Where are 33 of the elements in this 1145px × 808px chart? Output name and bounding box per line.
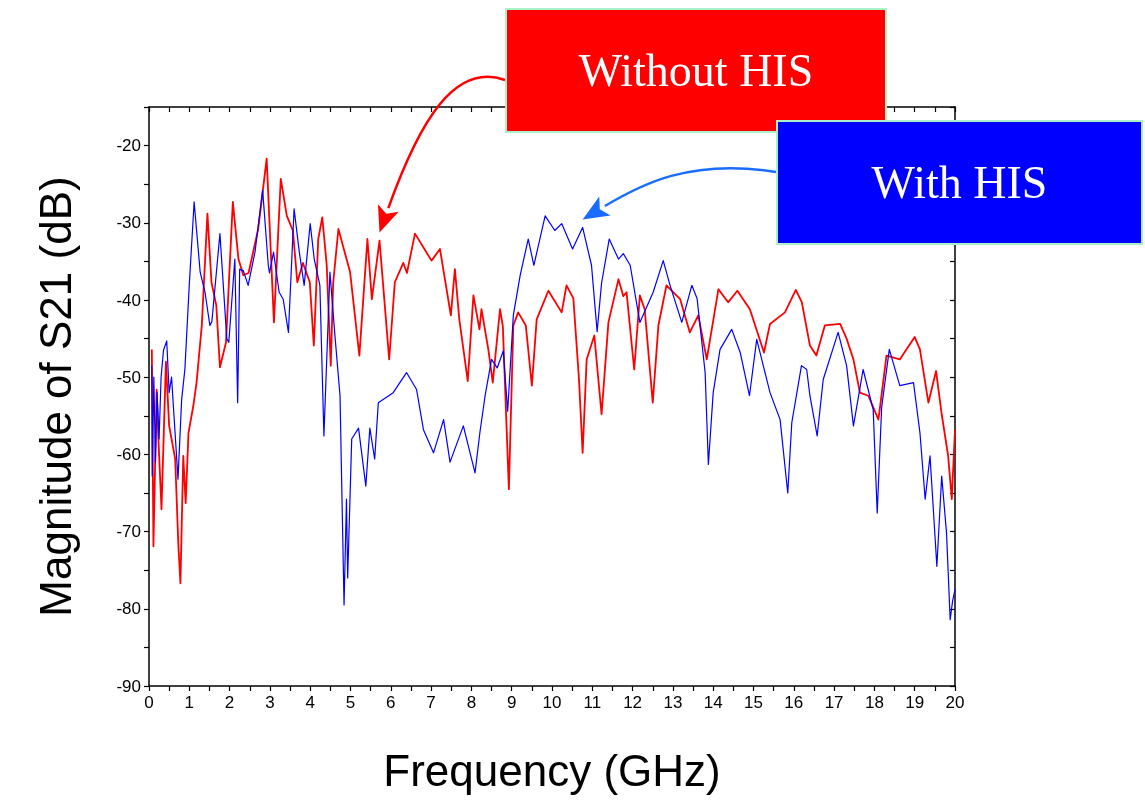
x-tick-label: 15 xyxy=(744,693,763,712)
y-tick-label: -90 xyxy=(116,676,141,696)
y-tick-label: -30 xyxy=(116,213,141,233)
x-tick-label: 9 xyxy=(506,693,517,712)
x-tick-label: 4 xyxy=(305,693,315,712)
x-tick-label: 20 xyxy=(945,693,965,712)
y-tick-label: -40 xyxy=(116,290,141,310)
y-tick-label: -70 xyxy=(116,522,141,542)
x-tick-label: 6 xyxy=(386,693,396,712)
x-tick-label: 7 xyxy=(426,693,436,712)
y-tick-label: -60 xyxy=(116,444,141,464)
y-axis-title: Magnitude of S21 (dB) xyxy=(30,176,80,617)
x-tick-label: 16 xyxy=(784,693,804,712)
callout-box: Without HIS xyxy=(505,8,887,133)
x-axis-title: Frequency (GHz) xyxy=(383,745,721,795)
x-tick-label: 10 xyxy=(542,693,562,712)
x-tick-label: 8 xyxy=(466,693,477,712)
x-tick-label: 13 xyxy=(663,693,683,712)
callout-box: With HIS xyxy=(776,120,1143,245)
y-tick-label: -50 xyxy=(116,367,141,387)
x-tick-label: 2 xyxy=(224,693,235,712)
x-tick-label: 12 xyxy=(623,693,643,712)
x-tick-label: 18 xyxy=(864,693,884,712)
y-tick-label: -20 xyxy=(116,136,141,156)
x-tick-label: 3 xyxy=(265,693,275,712)
x-tick-label: 0 xyxy=(144,693,154,712)
x-tick-label: 14 xyxy=(703,693,723,712)
x-tick-label: 19 xyxy=(905,693,925,712)
y-tick-label: -80 xyxy=(116,599,141,619)
x-tick-label: 1 xyxy=(184,693,195,712)
x-tick-label: 11 xyxy=(583,693,602,712)
x-tick-label: 17 xyxy=(824,693,844,712)
x-tick-label: 5 xyxy=(345,693,356,712)
